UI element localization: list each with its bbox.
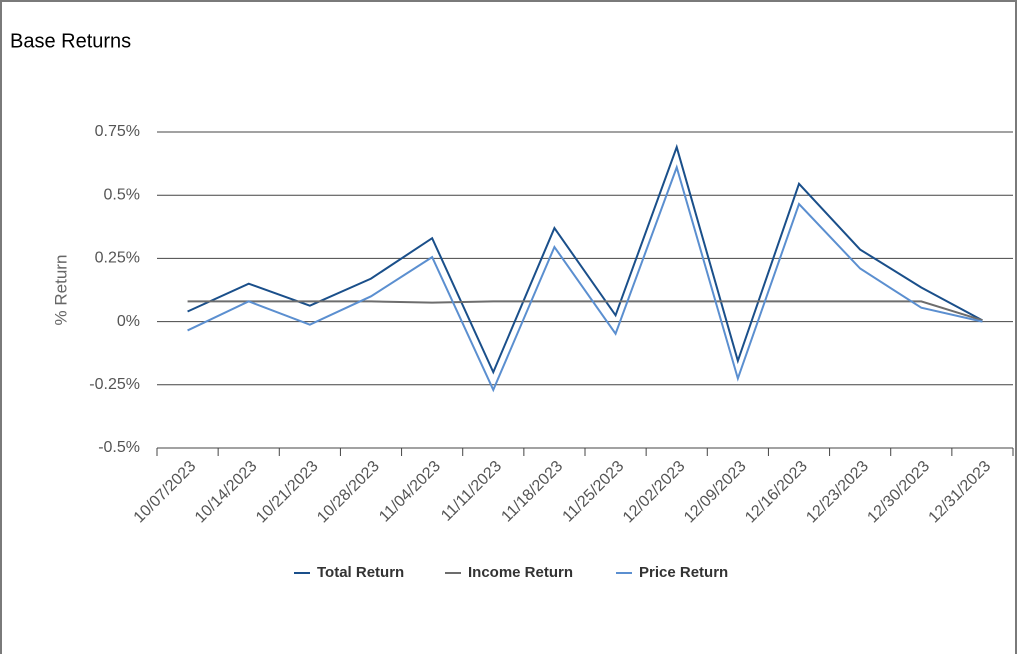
legend-label: Total Return (317, 564, 404, 581)
x-tick-label: 12/02/2023 (620, 458, 689, 527)
x-tick-label: 12/23/2023 (803, 458, 872, 527)
x-tick-label: 11/18/2023 (498, 458, 566, 526)
x-tick-label: 10/07/2023 (131, 458, 200, 527)
series-line (187, 143, 983, 375)
legend-item: Income Return (445, 564, 573, 581)
x-tick-label: 12/09/2023 (681, 458, 750, 527)
x-tick-label: 12/16/2023 (742, 458, 811, 527)
y-tick-label: 0% (117, 313, 140, 330)
series-line (187, 164, 983, 393)
series-line (187, 300, 983, 322)
x-tick-label: 10/21/2023 (253, 458, 322, 527)
x-tick-label: 12/30/2023 (864, 458, 933, 527)
x-tick-label: 11/04/2023 (376, 458, 444, 526)
y-tick-label: 0.5% (104, 186, 140, 203)
y-tick-label: -0.25% (89, 376, 140, 393)
x-tick-label: 10/28/2023 (314, 458, 383, 527)
x-tick-label: 11/11/2023 (438, 458, 505, 525)
x-tick-label: 11/25/2023 (560, 458, 628, 526)
legend-label: Income Return (468, 564, 573, 581)
chart-title: Base Returns (10, 30, 131, 52)
legend-item: Price Return (616, 564, 728, 581)
y-tick-label: 0.75% (95, 123, 140, 140)
y-tick-label: 0.25% (95, 250, 140, 267)
y-tick-label: -0.5% (98, 439, 140, 456)
legend-item: Total Return (294, 564, 404, 581)
x-tick-label: 12/31/2023 (926, 458, 995, 527)
legend-label: Price Return (639, 564, 728, 581)
x-tick-label: 10/14/2023 (192, 458, 261, 527)
y-axis-title: % Return (51, 255, 70, 326)
